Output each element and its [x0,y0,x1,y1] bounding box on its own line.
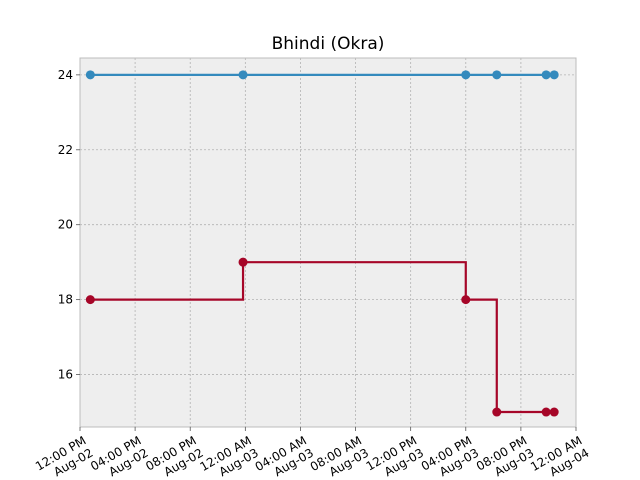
y-tick-label: 18 [58,293,73,307]
series-layer [85,70,559,417]
series-1-point [541,70,551,80]
plot-frame [79,57,577,428]
series-1-point [492,70,502,80]
series-2-point [85,295,95,305]
y-tick-label: 22 [58,143,73,157]
y-tick-label: 24 [58,68,73,82]
x-tick-label: 04:00 AMAug-03 [253,433,316,480]
series-1-point [549,70,559,80]
x-tick-label: 12:00 AMAug-03 [197,433,260,480]
x-tick-label: 08:00 PMAug-02 [143,433,205,480]
series-1-point [238,70,248,80]
series-2-point [461,295,471,305]
series-1-point [461,70,471,80]
series-2-point [238,257,248,267]
chart-title: Bhindi (Okra) [272,34,385,54]
x-tick-label: 04:00 PMAug-03 [419,433,481,480]
series-1-point [85,70,95,80]
plot-area [80,58,576,427]
x-tick-label: 04:00 PMAug-02 [88,433,150,480]
series-2-point [549,407,559,417]
x-tick-label: 08:00 PMAug-03 [474,433,536,480]
x-tick-label: 08:00 AMAug-03 [308,433,371,480]
x-tick-label: 12:00 PMAug-03 [364,433,426,480]
series-2-point [492,407,502,417]
x-tick-label: 12:00 PMAug-02 [33,433,95,480]
x-tick-label: 12:00 AMAug-04 [528,433,591,480]
y-tick-label: 20 [58,218,73,232]
series-2-point [541,407,551,417]
y-tick-label: 16 [58,368,73,382]
